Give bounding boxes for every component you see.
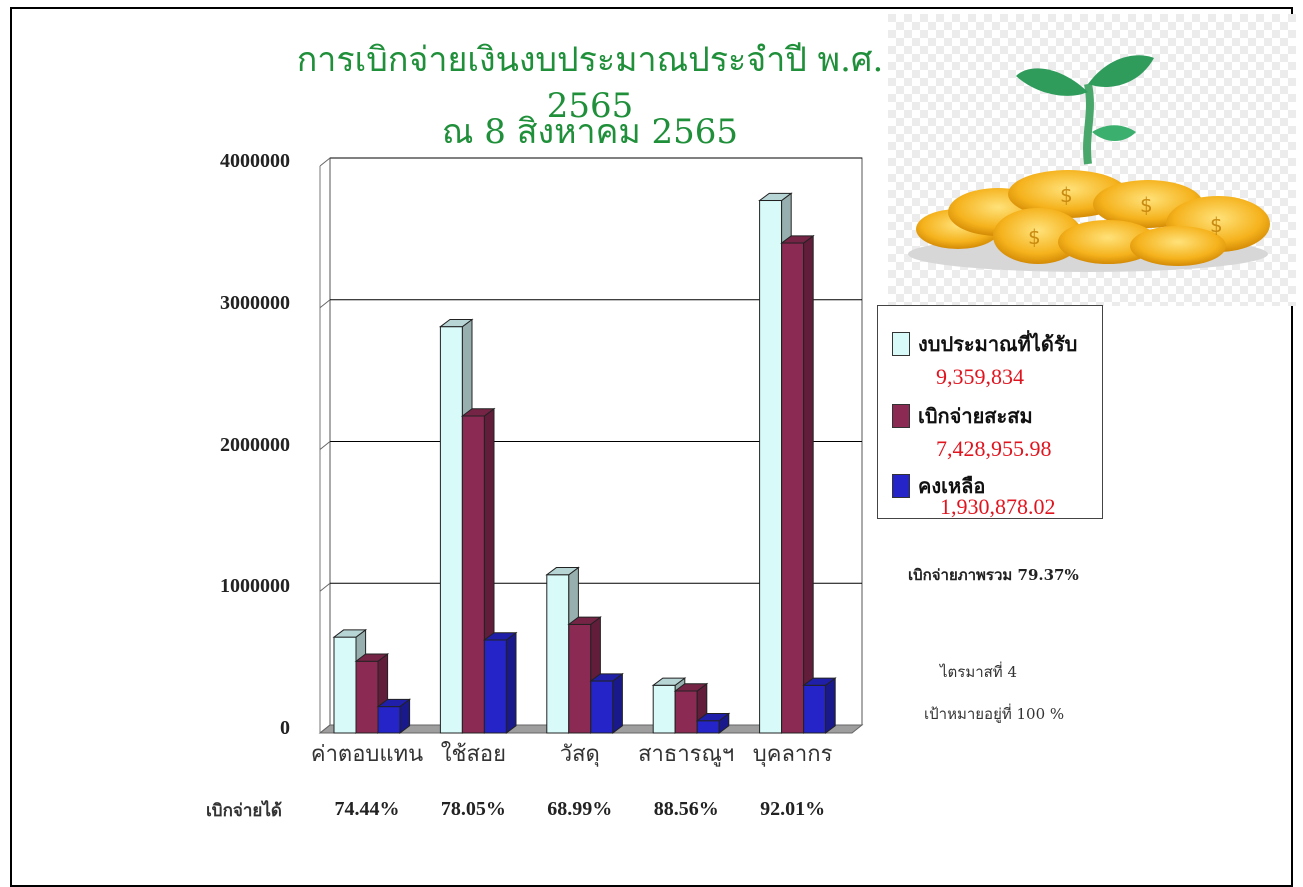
legend-item-budget: งบประมาณที่ได้รับ [892, 328, 1077, 360]
legend: งบประมาณที่ได้รับ 9,359,834 เบิกจ่ายสะสม… [877, 305, 1103, 519]
bar-top [589, 673, 624, 682]
x-category-label: สาธารณูฯ [638, 742, 735, 767]
bar [590, 680, 614, 734]
percent-label: 78.05% [440, 798, 506, 820]
target-label: เป้าหมายอยู่ที่ 100 % [924, 705, 1065, 723]
bar-side [825, 677, 836, 734]
bar [355, 660, 379, 734]
bar-top [482, 632, 518, 641]
bar [546, 574, 570, 734]
x-category-label: ค่าตอบแทน [310, 742, 424, 767]
legend-value-spent: 7,428,955.98 [936, 436, 1052, 461]
svg-text:$: $ [1060, 183, 1073, 207]
gridline-side [319, 582, 331, 592]
svg-text:$: $ [1210, 213, 1223, 237]
bar [781, 242, 805, 734]
legend-item-remaining: คงเหลือ [892, 470, 985, 502]
legend-label-budget: งบประมาณที่ได้รับ [918, 332, 1078, 356]
bar [568, 623, 592, 734]
percent-label: 88.56% [653, 798, 719, 820]
bar-top [460, 408, 496, 417]
bar-top [332, 629, 368, 638]
svg-text:$: $ [1028, 225, 1041, 249]
bar [483, 639, 507, 734]
bar-top [758, 192, 793, 202]
bar [674, 690, 698, 734]
bar [652, 684, 676, 734]
percent-label: 68.99% [547, 798, 613, 820]
x-category-label: ใช้สอย [440, 742, 506, 767]
legend-swatch-spent [892, 404, 910, 428]
legend-swatch-budget [892, 332, 910, 356]
bar-top [567, 616, 602, 625]
bar-side [803, 234, 814, 734]
percent-row-label: เบิกจ่ายได้ [206, 801, 282, 821]
y-tick-label: 2000000 [220, 433, 290, 456]
percent-label: 92.01% [760, 798, 826, 820]
legend-swatch-remaining [892, 474, 910, 498]
y-tick-label: 0 [280, 717, 290, 739]
x-category-label: บุคลากร [752, 742, 833, 767]
y-tick-label: 3000000 [220, 291, 290, 314]
gridline-side [319, 157, 331, 167]
bar-top [695, 713, 731, 722]
y-tick-label: 1000000 [220, 575, 290, 598]
legend-label-spent: เบิกจ่ายสะสม [918, 404, 1033, 428]
legend-item-spent: เบิกจ่ายสะสม [892, 400, 1033, 432]
gridline-side [319, 441, 331, 450]
gridline-side [319, 299, 331, 309]
bar [333, 636, 357, 734]
bar-top [545, 567, 580, 576]
legend-value-budget: 9,359,834 [936, 364, 1024, 389]
bar-top [376, 698, 412, 708]
y-tick-label: 4000000 [220, 150, 290, 172]
bar [377, 706, 401, 734]
bar-top [780, 235, 815, 244]
legend-value-remaining: 1,930,878.02 [940, 494, 1056, 519]
bar-top [802, 677, 837, 686]
bar-side [505, 631, 517, 735]
bar-side [612, 672, 623, 734]
x-category-label: วัสดุ [559, 742, 600, 767]
money-plant-coins-icon: $ $ $ $ [888, 14, 1296, 306]
chart-title: การเบิกจ่ายเงินงบประมาณประจำปี พ.ศ. 2565 [296, 40, 884, 126]
bar-top [651, 677, 687, 686]
quarter-label: ไตรมาสที่ 4 [940, 663, 1018, 681]
bar [803, 684, 827, 734]
bar [759, 200, 783, 734]
chart-subtitle: ณ 8 สิงหาคม 2565 [441, 112, 739, 152]
bar [461, 415, 485, 734]
gridline-side [319, 724, 331, 734]
percent-label: 74.44% [334, 798, 400, 820]
bar-top [354, 653, 390, 662]
bar-top [438, 318, 474, 328]
svg-text:$: $ [1140, 193, 1153, 217]
bar-top [673, 683, 709, 692]
overall-disbursement: เบิกจ่ายภาพรวม 79.37% [908, 566, 1079, 584]
legend-label-remaining: คงเหลือ [918, 474, 986, 498]
bar [696, 720, 720, 734]
bar [439, 326, 463, 734]
